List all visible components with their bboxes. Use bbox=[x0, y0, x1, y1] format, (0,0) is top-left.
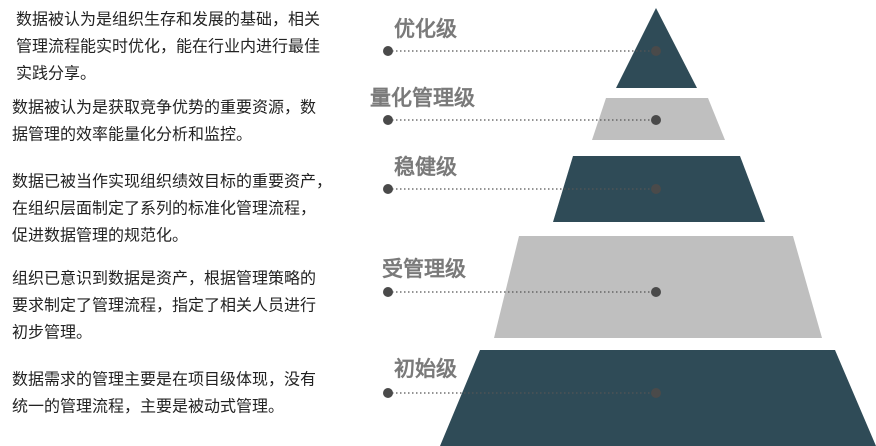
leader-dot bbox=[651, 388, 661, 398]
leader-dot bbox=[651, 115, 661, 125]
level-description: 初步管理。 bbox=[12, 323, 92, 342]
leader-dot bbox=[383, 46, 393, 56]
level-description: 实践分享。 bbox=[16, 64, 96, 83]
leader-dot bbox=[651, 184, 661, 194]
level-description: 要求制定了管理流程，指定了相关人员进行 bbox=[12, 296, 316, 315]
pyramid-layer bbox=[440, 350, 876, 446]
pyramid-layer bbox=[494, 236, 822, 338]
level-label: 初始级 bbox=[394, 357, 457, 381]
leader-dot bbox=[651, 46, 661, 56]
level-description: 数据已被当作实现组织绩效目标的重要资产， bbox=[12, 172, 332, 191]
level-description: 据管理的效率能量化分析和监控。 bbox=[12, 125, 252, 144]
level-description: 管理流程能实时优化，能在行业内进行最佳 bbox=[16, 37, 320, 56]
level-description: 数据被认为是组织生存和发展的基础，相关 bbox=[16, 10, 320, 29]
level-label: 量化管理级 bbox=[370, 86, 475, 110]
leader-dot bbox=[651, 287, 661, 297]
level-label: 优化级 bbox=[394, 17, 457, 41]
level-description: 数据被认为是获取竞争优势的重要资源，数 bbox=[12, 98, 316, 117]
level-label: 受管理级 bbox=[382, 257, 466, 281]
level-description: 促进数据管理的规范化。 bbox=[12, 226, 188, 245]
level-description: 数据需求的管理主要是在项目级体现，没有 bbox=[12, 370, 316, 389]
leader-dot bbox=[383, 184, 393, 194]
leader-dot bbox=[383, 287, 393, 297]
leader-dot bbox=[383, 115, 393, 125]
level-description: 在组织层面制定了系列的标准化管理流程， bbox=[12, 199, 316, 218]
level-label: 稳健级 bbox=[394, 155, 457, 179]
level-description: 组织已意识到数据是资产，根据管理策略的 bbox=[12, 269, 316, 288]
leader-dot bbox=[383, 388, 393, 398]
level-description: 统一的管理流程，主要是被动式管理。 bbox=[12, 397, 284, 416]
